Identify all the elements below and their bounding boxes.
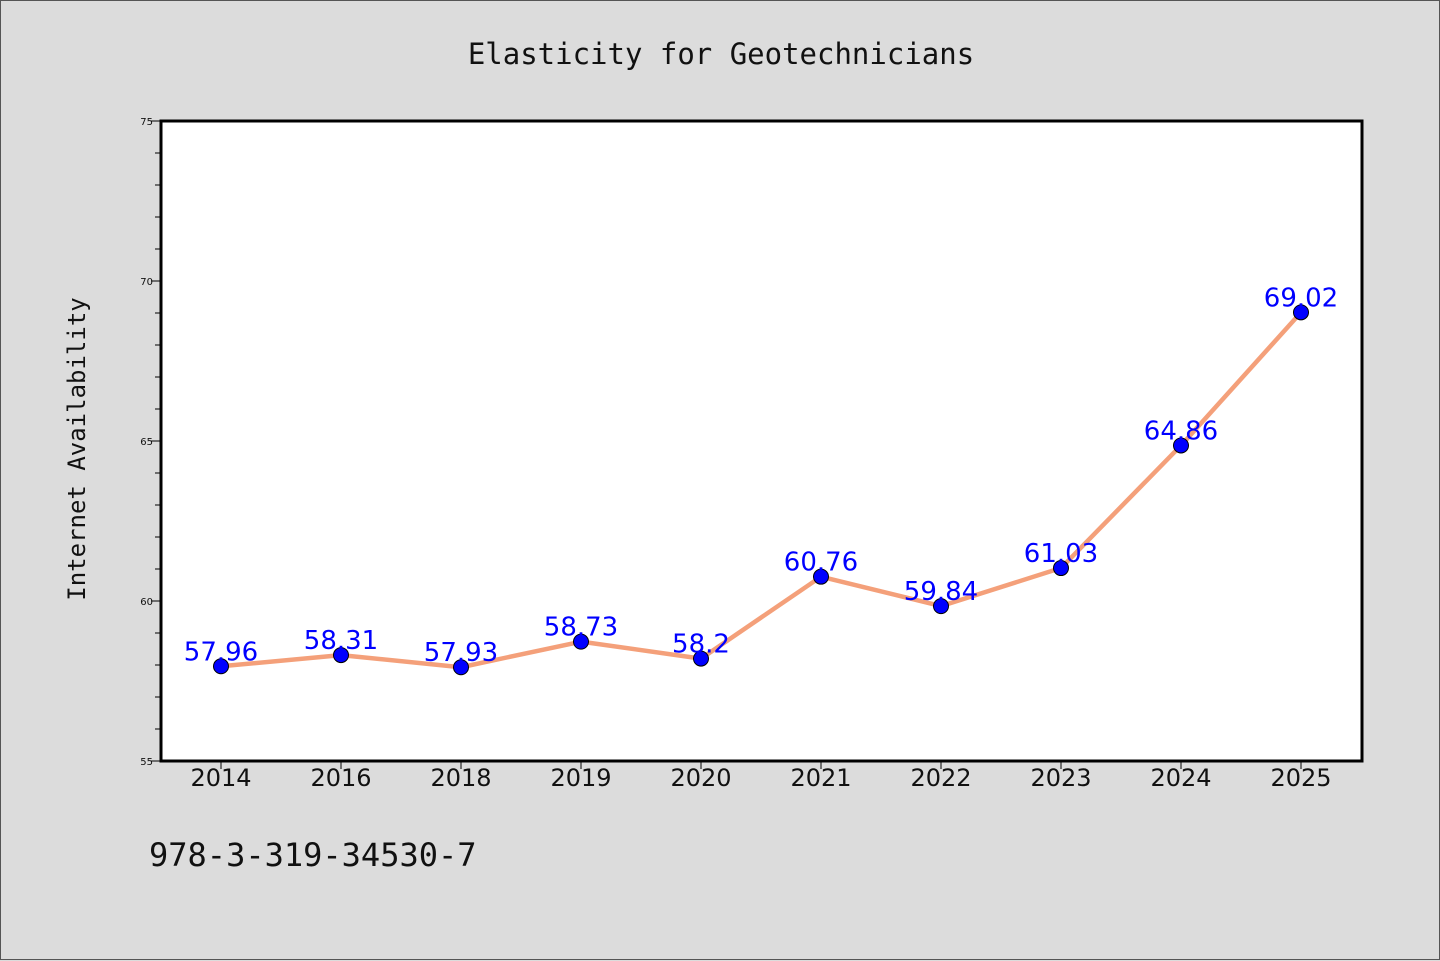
- x-tick-label: 2019: [550, 764, 611, 792]
- y-tick-label: 70: [140, 277, 153, 288]
- y-tick-label: 55: [140, 757, 153, 768]
- chart-title: Elasticity for Geotechnicians: [468, 37, 974, 71]
- data-label: 61.03: [1024, 539, 1098, 569]
- data-label: 58.2: [672, 630, 730, 660]
- data-point-marker: [213, 658, 229, 675]
- data-label: 58.31: [304, 626, 378, 656]
- data-point-marker: [693, 650, 709, 667]
- x-tick-label: 2018: [430, 764, 491, 792]
- data-label: 59.84: [904, 577, 978, 607]
- x-tick-label: 2025: [1270, 764, 1331, 792]
- data-label: 57.96: [184, 637, 258, 667]
- data-point-marker: [1173, 437, 1189, 454]
- data-point-marker: [1053, 560, 1069, 577]
- x-tick-label: 2022: [910, 764, 971, 792]
- data-label-layer: 57.96 58.31 57.93 58.73 58.2 60.76 59.84 61.03 6…: [184, 283, 1338, 668]
- y-axis-label: Internet Availability: [63, 297, 91, 600]
- data-point-marker: [1293, 304, 1309, 321]
- x-tick-label: 2024: [1150, 764, 1211, 792]
- data-point-marker: [333, 647, 349, 664]
- x-tick-label: 2014: [190, 764, 251, 792]
- data-label: 57.93: [424, 638, 498, 668]
- data-label: 58.73: [544, 613, 618, 643]
- data-label: 69.02: [1264, 283, 1338, 313]
- data-label: 64.86: [1144, 416, 1218, 446]
- y-tick-label: 60: [140, 597, 153, 608]
- series-line: [218, 310, 1304, 670]
- x-tick-label: 2023: [1030, 764, 1091, 792]
- x-axis: 2014 2016 2018 2019 2020 2021 2022 2023 2024 2025: [190, 761, 1332, 792]
- x-tick-label: 2016: [310, 764, 371, 792]
- data-point-marker: [573, 633, 589, 650]
- data-point-marker: [933, 598, 949, 615]
- y-axis: 55 60 65 70 75: [140, 117, 161, 768]
- series-layer: [213, 304, 1309, 676]
- data-point-marker: [813, 568, 829, 585]
- x-tick-label: 2021: [790, 764, 851, 792]
- y-tick-label: 75: [140, 117, 153, 128]
- data-point-marker: [453, 659, 469, 676]
- footer-isbn: 978-3-319-34530-7: [149, 836, 477, 874]
- y-tick-label: 65: [140, 437, 153, 448]
- data-label: 60.76: [784, 548, 858, 578]
- x-tick-label: 2020: [670, 764, 731, 792]
- plot-area: [159, 119, 1364, 763]
